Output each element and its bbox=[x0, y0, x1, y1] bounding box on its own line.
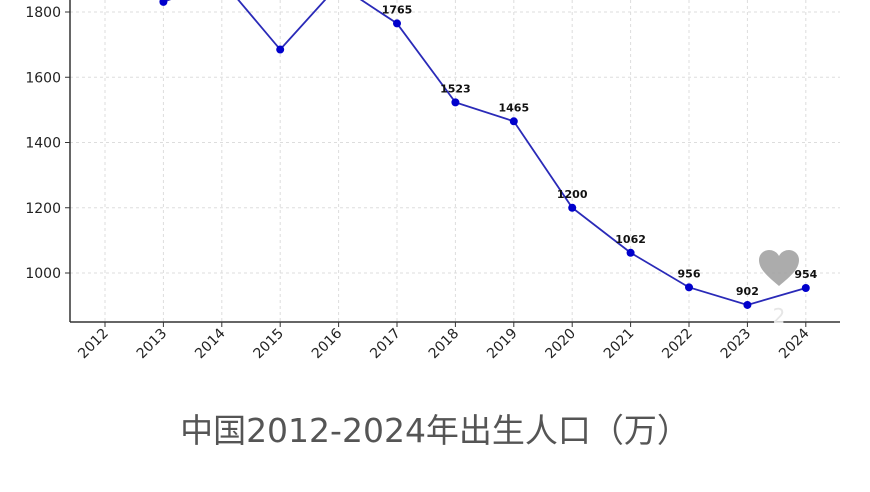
data-label: 1200 bbox=[557, 188, 588, 201]
data-point bbox=[509, 117, 518, 126]
data-label: 956 bbox=[678, 267, 701, 280]
x-tick-label: 2017 bbox=[367, 326, 404, 363]
data-point bbox=[159, 0, 168, 6]
grid bbox=[70, 0, 840, 322]
tick-labels: 1000 1200 1400 1600 1800 2012 2013 2014 2015 2016… bbox=[25, 5, 812, 362]
x-tick-label: 2012 bbox=[75, 326, 112, 363]
data-label: 1465 bbox=[498, 101, 529, 114]
x-tick-label: 2022 bbox=[659, 326, 696, 363]
x-tick-label: 2018 bbox=[426, 326, 463, 363]
data-point bbox=[743, 300, 752, 309]
like-button[interactable]: 2 bbox=[757, 248, 801, 332]
data-label: 1523 bbox=[440, 82, 471, 95]
data-point bbox=[451, 98, 460, 107]
line-chart: 1000 1200 1400 1600 1800 2012 2013 2014 2015 2016… bbox=[25, 0, 840, 362]
series-points bbox=[159, 0, 810, 309]
x-tick-label: 2023 bbox=[718, 326, 755, 363]
data-label: 1765 bbox=[382, 3, 413, 16]
y-tick-label: 1200 bbox=[25, 201, 61, 217]
data-point bbox=[801, 284, 810, 293]
y-tick-label: 1400 bbox=[25, 136, 61, 152]
x-tick-label: 2019 bbox=[484, 326, 521, 363]
data-point bbox=[393, 19, 401, 28]
data-point bbox=[685, 283, 693, 292]
x-tick-label: 2013 bbox=[134, 326, 171, 363]
data-point bbox=[568, 203, 577, 212]
y-tick-label: 1600 bbox=[25, 70, 61, 86]
like-count: 2 bbox=[772, 304, 786, 328]
data-point bbox=[626, 248, 635, 257]
data-labels: 168517651523146512001062956902954 bbox=[382, 3, 818, 298]
y-tick-label: 1800 bbox=[25, 5, 61, 21]
data-point bbox=[276, 45, 285, 54]
x-tick-label: 2020 bbox=[543, 326, 580, 363]
x-tick-label: 2016 bbox=[309, 325, 346, 362]
x-tick-label: 2014 bbox=[192, 325, 229, 362]
chart-caption: 中国2012-2024年出生人口（万） bbox=[180, 411, 690, 450]
data-label: 1062 bbox=[615, 233, 646, 246]
x-tick-label: 2021 bbox=[601, 326, 638, 363]
y-tick-label: 1000 bbox=[25, 266, 61, 282]
data-label: 902 bbox=[736, 285, 759, 298]
data-label: 954 bbox=[794, 268, 817, 281]
heart-icon bbox=[759, 250, 799, 286]
x-tick-label: 2015 bbox=[251, 326, 288, 363]
